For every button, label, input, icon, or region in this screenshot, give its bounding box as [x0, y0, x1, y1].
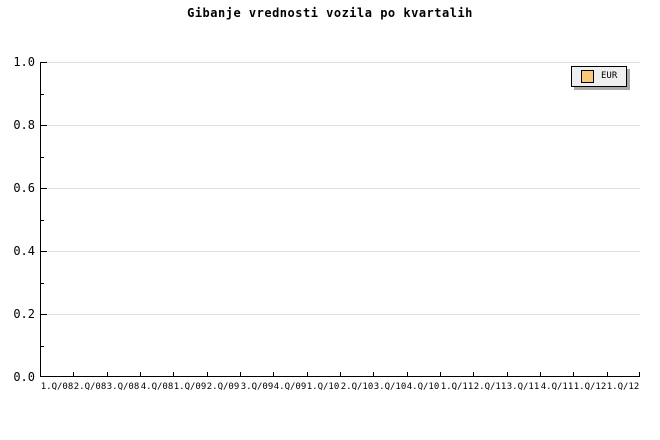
- x-tick: [507, 372, 508, 376]
- legend: EUR: [571, 66, 627, 87]
- y-gridline: [41, 314, 640, 315]
- y-tick-label: 0.6: [13, 181, 35, 195]
- y-major-tick: [41, 188, 47, 189]
- x-tick-label: 1.Q/09: [173, 382, 207, 392]
- x-tick: [107, 372, 108, 376]
- x-tick-label: 3.Q/09: [240, 382, 274, 392]
- chart-title: Gibanje vrednosti vozila po kvartalih: [187, 6, 473, 20]
- x-tick-label: 4.Q/10: [406, 382, 440, 392]
- x-tick-label: 1.Q/11: [440, 382, 474, 392]
- y-minor-tick: [41, 157, 44, 158]
- y-tick-label: 1.0: [13, 55, 35, 69]
- y-gridline: [41, 251, 640, 252]
- y-minor-tick: [41, 220, 44, 221]
- y-major-tick: [41, 376, 47, 377]
- x-tick-label: 3.Q/10: [373, 382, 407, 392]
- y-tick-label: 0.4: [13, 244, 35, 258]
- x-tick: [540, 372, 541, 376]
- x-tick-label: 1.Q/12: [606, 382, 640, 392]
- x-tick: [607, 372, 608, 376]
- y-minor-tick: [41, 94, 44, 95]
- y-gridline: [41, 125, 640, 126]
- x-tick: [240, 372, 241, 376]
- x-tick: [340, 372, 341, 376]
- x-tick: [273, 372, 274, 376]
- plot-area: [40, 62, 640, 377]
- x-tick-label: 2.Q/08: [73, 382, 107, 392]
- x-tick-label: 1.Q/08: [40, 382, 74, 392]
- legend-label: EUR: [601, 71, 618, 81]
- y-tick-label: 0.8: [13, 118, 35, 132]
- x-tick-label: 2.Q/11: [473, 382, 507, 392]
- x-tick-label: 4.Q/11: [540, 382, 574, 392]
- legend-swatch-icon: [581, 70, 594, 83]
- y-tick-label: 0.0: [13, 370, 35, 384]
- x-tick: [173, 372, 174, 376]
- x-tick-label: 4.Q/09: [273, 382, 307, 392]
- y-major-tick: [41, 125, 47, 126]
- y-major-tick: [41, 62, 47, 63]
- x-tick: [207, 372, 208, 376]
- y-major-tick: [41, 251, 47, 252]
- x-tick-label: 3.Q/11: [506, 382, 540, 392]
- x-tick: [573, 372, 574, 376]
- x-tick-label: 3.Q/08: [106, 382, 140, 392]
- x-tick: [440, 372, 441, 376]
- x-tick: [639, 372, 640, 376]
- x-tick-label: 2.Q/09: [206, 382, 240, 392]
- x-tick: [473, 372, 474, 376]
- x-tick-label: 1.Q/12: [573, 382, 607, 392]
- x-tick: [307, 372, 308, 376]
- y-minor-tick: [41, 346, 44, 347]
- y-gridline: [41, 62, 640, 63]
- x-tick: [140, 372, 141, 376]
- x-tick: [407, 372, 408, 376]
- x-tick: [73, 372, 74, 376]
- x-tick: [373, 372, 374, 376]
- x-tick-label: 1.Q/10: [306, 382, 340, 392]
- x-tick-label: 2.Q/10: [340, 382, 374, 392]
- y-tick-label: 0.2: [13, 307, 35, 321]
- y-major-tick: [41, 314, 47, 315]
- y-minor-tick: [41, 283, 44, 284]
- y-gridline: [41, 188, 640, 189]
- x-tick-label: 4.Q/08: [140, 382, 174, 392]
